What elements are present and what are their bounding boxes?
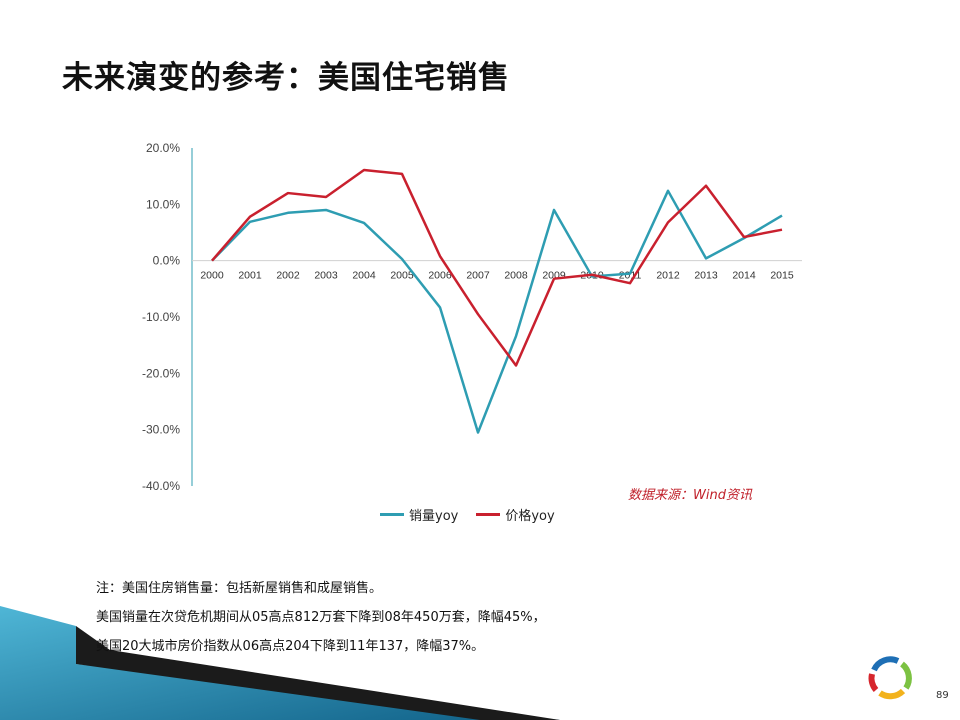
y-tick-label: 10.0% [146, 197, 180, 211]
x-tick-label: 2013 [694, 270, 718, 282]
legend-swatch-sales [380, 513, 404, 516]
y-tick-label: 20.0% [146, 141, 180, 155]
x-tick-label: 2006 [428, 270, 452, 282]
data-source-label: 数据来源：Wind资讯 [628, 488, 752, 503]
legend-label-sales: 销量yoy [409, 509, 459, 524]
x-tick-label: 2000 [200, 270, 224, 282]
y-tick-label: -20.0% [142, 366, 180, 380]
x-tick-label: 2007 [466, 270, 490, 282]
legend-item-price: 价格yoy [476, 505, 555, 524]
chart-legend: 销量yoy 价格yoy [380, 505, 555, 524]
legend-label-price: 价格yoy [505, 509, 555, 524]
note-line: 美国20大城市房价指数从06高点204下降到11年137，降幅37%。 [96, 639, 485, 654]
x-tick-label: 2004 [352, 270, 376, 282]
x-tick-label: 2008 [504, 270, 528, 282]
y-tick-label: -30.0% [142, 423, 180, 437]
x-tick-label: 2012 [656, 270, 680, 282]
y-tick-label: -10.0% [142, 310, 180, 324]
x-tick-label: 2002 [276, 270, 300, 282]
series-line-price [211, 168, 783, 367]
y-tick-label: 0.0% [153, 254, 181, 268]
page-title: 未来演变的参考：美国住宅销售 [62, 60, 510, 96]
page-number: 89 [936, 690, 949, 701]
legend-swatch-price [476, 513, 501, 516]
note-line: 美国销量在次贷危机期间从05高点812万套下降到08年450万套，降幅45%， [96, 610, 546, 625]
x-tick-label: 2001 [238, 270, 262, 282]
legend-item-sales: 销量yoy [380, 505, 458, 524]
note-line: 注：美国住房销售量：包括新屋销售和成屋销售。 [96, 581, 383, 596]
x-tick-label: 2005 [390, 270, 414, 282]
notes-block: 注：美国住房销售量：包括新屋销售和成屋销售。 美国销量在次贷危机期间从05高点8… [96, 574, 546, 661]
y-tick-label: -40.0% [142, 479, 180, 493]
x-tick-label: 2015 [770, 270, 794, 282]
x-tick-label: 2003 [314, 270, 338, 282]
x-tick-label: 2014 [732, 270, 756, 282]
series-line-sales [211, 189, 783, 434]
